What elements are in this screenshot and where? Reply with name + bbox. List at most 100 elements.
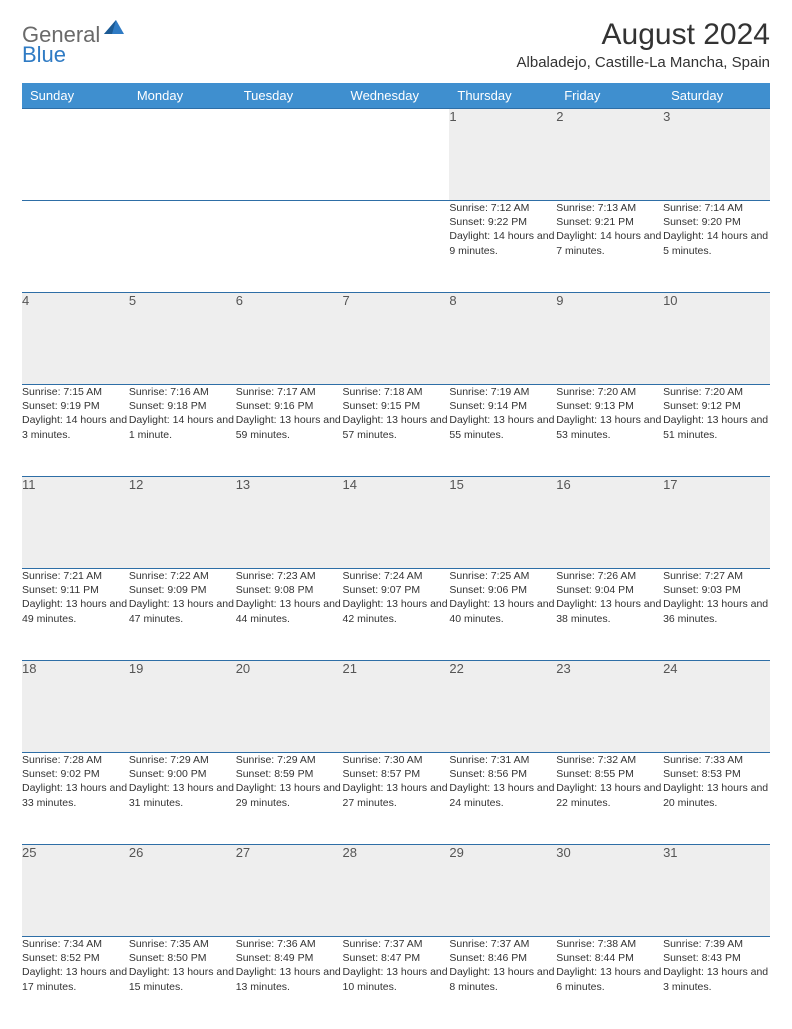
day-content-cell: Sunrise: 7:30 AMSunset: 8:57 PMDaylight:… (343, 753, 450, 845)
sunrise-line: Sunrise: 7:31 AM (449, 753, 556, 767)
sunset-line: Sunset: 8:50 PM (129, 951, 236, 965)
day-content-cell (22, 201, 129, 293)
day-content-cell: Sunrise: 7:35 AMSunset: 8:50 PMDaylight:… (129, 937, 236, 1029)
day-number-cell: 18 (22, 661, 129, 753)
day-content-cell (343, 201, 450, 293)
day-content-cell: Sunrise: 7:20 AMSunset: 9:12 PMDaylight:… (663, 385, 770, 477)
day-number-cell (129, 109, 236, 201)
day-number-cell: 22 (449, 661, 556, 753)
daylight-line: Daylight: 13 hours and 57 minutes. (343, 413, 450, 441)
daylight-line: Daylight: 14 hours and 7 minutes. (556, 229, 663, 257)
day-number-row: 25262728293031 (22, 845, 770, 937)
day-content-cell: Sunrise: 7:36 AMSunset: 8:49 PMDaylight:… (236, 937, 343, 1029)
sunset-line: Sunset: 9:22 PM (449, 215, 556, 229)
daylight-line: Daylight: 13 hours and 15 minutes. (129, 965, 236, 993)
sunset-line: Sunset: 9:18 PM (129, 399, 236, 413)
sunset-line: Sunset: 9:15 PM (343, 399, 450, 413)
daylight-line: Daylight: 13 hours and 10 minutes. (343, 965, 450, 993)
sunrise-line: Sunrise: 7:34 AM (22, 937, 129, 951)
sunrise-line: Sunrise: 7:30 AM (343, 753, 450, 767)
day-number-cell: 29 (449, 845, 556, 937)
daylight-line: Daylight: 14 hours and 9 minutes. (449, 229, 556, 257)
day-content-cell: Sunrise: 7:12 AMSunset: 9:22 PMDaylight:… (449, 201, 556, 293)
day-number-cell: 31 (663, 845, 770, 937)
sunset-line: Sunset: 9:21 PM (556, 215, 663, 229)
day-number-cell: 3 (663, 109, 770, 201)
day-content-cell: Sunrise: 7:33 AMSunset: 8:53 PMDaylight:… (663, 753, 770, 845)
day-content-cell: Sunrise: 7:39 AMSunset: 8:43 PMDaylight:… (663, 937, 770, 1029)
daylight-line: Daylight: 13 hours and 31 minutes. (129, 781, 236, 809)
day-content-row: Sunrise: 7:34 AMSunset: 8:52 PMDaylight:… (22, 937, 770, 1029)
sunset-line: Sunset: 9:20 PM (663, 215, 770, 229)
sunset-line: Sunset: 8:55 PM (556, 767, 663, 781)
day-content-cell: Sunrise: 7:14 AMSunset: 9:20 PMDaylight:… (663, 201, 770, 293)
sunrise-line: Sunrise: 7:15 AM (22, 385, 129, 399)
day-number-cell: 10 (663, 293, 770, 385)
day-content-cell: Sunrise: 7:20 AMSunset: 9:13 PMDaylight:… (556, 385, 663, 477)
sunset-line: Sunset: 9:04 PM (556, 583, 663, 597)
sunset-line: Sunset: 8:47 PM (343, 951, 450, 965)
sunset-line: Sunset: 9:06 PM (449, 583, 556, 597)
day-header: Monday (129, 83, 236, 109)
sunset-line: Sunset: 9:02 PM (22, 767, 129, 781)
sunrise-line: Sunrise: 7:12 AM (449, 201, 556, 215)
day-content-cell: Sunrise: 7:29 AMSunset: 8:59 PMDaylight:… (236, 753, 343, 845)
logo-text: General Blue (22, 18, 126, 65)
sunrise-line: Sunrise: 7:22 AM (129, 569, 236, 583)
day-number-cell: 5 (129, 293, 236, 385)
day-header: Tuesday (236, 83, 343, 109)
sunset-line: Sunset: 9:03 PM (663, 583, 770, 597)
sunset-line: Sunset: 9:00 PM (129, 767, 236, 781)
day-content-cell (236, 201, 343, 293)
daylight-line: Daylight: 14 hours and 3 minutes. (22, 413, 129, 441)
sunset-line: Sunset: 8:43 PM (663, 951, 770, 965)
day-content-cell (129, 201, 236, 293)
daylight-line: Daylight: 13 hours and 55 minutes. (449, 413, 556, 441)
sunset-line: Sunset: 9:16 PM (236, 399, 343, 413)
sunset-line: Sunset: 8:52 PM (22, 951, 129, 965)
day-number-cell: 14 (343, 477, 450, 569)
sunrise-line: Sunrise: 7:20 AM (556, 385, 663, 399)
day-number-cell: 6 (236, 293, 343, 385)
daylight-line: Daylight: 14 hours and 5 minutes. (663, 229, 770, 257)
sunset-line: Sunset: 8:57 PM (343, 767, 450, 781)
daylight-line: Daylight: 13 hours and 8 minutes. (449, 965, 556, 993)
day-content-cell: Sunrise: 7:28 AMSunset: 9:02 PMDaylight:… (22, 753, 129, 845)
sunrise-line: Sunrise: 7:29 AM (129, 753, 236, 767)
day-number-cell: 11 (22, 477, 129, 569)
day-content-cell: Sunrise: 7:32 AMSunset: 8:55 PMDaylight:… (556, 753, 663, 845)
sunrise-line: Sunrise: 7:38 AM (556, 937, 663, 951)
day-content-row: Sunrise: 7:12 AMSunset: 9:22 PMDaylight:… (22, 201, 770, 293)
day-content-cell: Sunrise: 7:37 AMSunset: 8:47 PMDaylight:… (343, 937, 450, 1029)
day-number-row: 45678910 (22, 293, 770, 385)
sunrise-line: Sunrise: 7:20 AM (663, 385, 770, 399)
daylight-line: Daylight: 14 hours and 1 minute. (129, 413, 236, 441)
header: General Blue August 2024 Albaladejo, Cas… (22, 18, 770, 71)
day-header: Thursday (449, 83, 556, 109)
sunrise-line: Sunrise: 7:21 AM (22, 569, 129, 583)
sunset-line: Sunset: 8:53 PM (663, 767, 770, 781)
sunrise-line: Sunrise: 7:33 AM (663, 753, 770, 767)
day-content-cell: Sunrise: 7:21 AMSunset: 9:11 PMDaylight:… (22, 569, 129, 661)
sunrise-line: Sunrise: 7:14 AM (663, 201, 770, 215)
daylight-line: Daylight: 13 hours and 6 minutes. (556, 965, 663, 993)
sunset-line: Sunset: 8:49 PM (236, 951, 343, 965)
sunrise-line: Sunrise: 7:26 AM (556, 569, 663, 583)
title-block: August 2024 Albaladejo, Castille-La Manc… (517, 18, 770, 71)
sunset-line: Sunset: 9:12 PM (663, 399, 770, 413)
day-number-cell: 28 (343, 845, 450, 937)
day-content-row: Sunrise: 7:15 AMSunset: 9:19 PMDaylight:… (22, 385, 770, 477)
sunset-line: Sunset: 9:14 PM (449, 399, 556, 413)
day-content-cell: Sunrise: 7:37 AMSunset: 8:46 PMDaylight:… (449, 937, 556, 1029)
sunset-line: Sunset: 8:44 PM (556, 951, 663, 965)
day-number-cell: 2 (556, 109, 663, 201)
sunset-line: Sunset: 9:13 PM (556, 399, 663, 413)
day-content-row: Sunrise: 7:21 AMSunset: 9:11 PMDaylight:… (22, 569, 770, 661)
sunrise-line: Sunrise: 7:23 AM (236, 569, 343, 583)
sunset-line: Sunset: 9:09 PM (129, 583, 236, 597)
daylight-line: Daylight: 13 hours and 29 minutes. (236, 781, 343, 809)
day-number-cell: 19 (129, 661, 236, 753)
sunrise-line: Sunrise: 7:27 AM (663, 569, 770, 583)
daylight-line: Daylight: 13 hours and 24 minutes. (449, 781, 556, 809)
day-number-cell: 20 (236, 661, 343, 753)
